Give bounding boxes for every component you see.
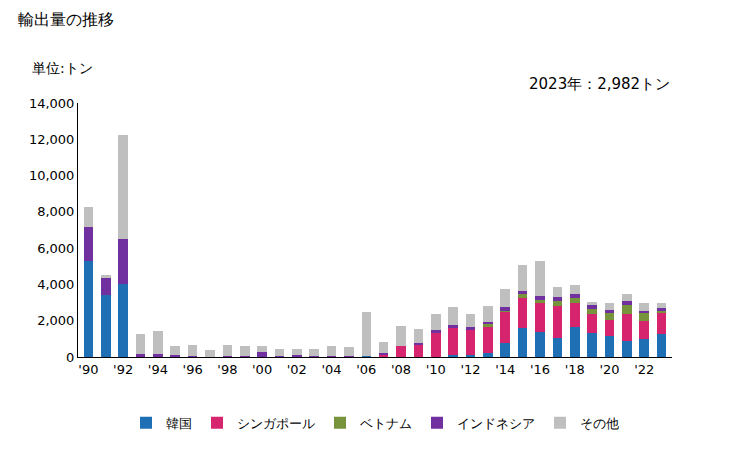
svg-text:'04: '04 — [322, 362, 342, 377]
svg-text:'12: '12 — [460, 362, 480, 377]
svg-text:'98: '98 — [217, 362, 237, 377]
svg-text:14,000: 14,000 — [29, 96, 75, 111]
svg-text:輸出量の推移: 輸出量の推移 — [18, 10, 114, 29]
svg-text:2023年：2,982トン: 2023年：2,982トン — [529, 75, 670, 93]
svg-text:'06: '06 — [356, 362, 376, 377]
svg-text:'16: '16 — [530, 362, 550, 377]
svg-text:6,000: 6,000 — [37, 241, 74, 256]
svg-text:'18: '18 — [565, 362, 585, 377]
svg-text:'90: '90 — [78, 362, 98, 377]
svg-text:'10: '10 — [426, 362, 446, 377]
svg-text:8,000: 8,000 — [37, 204, 74, 219]
svg-text:'08: '08 — [391, 362, 411, 377]
svg-text:2,000: 2,000 — [37, 313, 74, 328]
svg-text:10,000: 10,000 — [29, 168, 75, 183]
svg-text:'14: '14 — [495, 362, 515, 377]
svg-text:'22: '22 — [634, 362, 654, 377]
svg-text:'94: '94 — [148, 362, 168, 377]
svg-text:4,000: 4,000 — [37, 277, 74, 292]
svg-text:0: 0 — [66, 350, 74, 365]
svg-text:12,000: 12,000 — [29, 132, 75, 147]
svg-text:'00: '00 — [252, 362, 272, 377]
svg-text:単位:トン: 単位:トン — [32, 60, 93, 76]
svg-text:'20: '20 — [599, 362, 619, 377]
svg-text:'02: '02 — [287, 362, 307, 377]
svg-text:韓国: 韓国 — [166, 416, 192, 431]
svg-text:その他: その他 — [580, 416, 619, 431]
svg-text:'96: '96 — [183, 362, 203, 377]
svg-text:インドネシア: インドネシア — [457, 416, 535, 431]
svg-text:ベトナム: ベトナム — [360, 416, 412, 431]
svg-text:シンガポール: シンガポール — [237, 416, 315, 431]
svg-text:'92: '92 — [113, 362, 133, 377]
